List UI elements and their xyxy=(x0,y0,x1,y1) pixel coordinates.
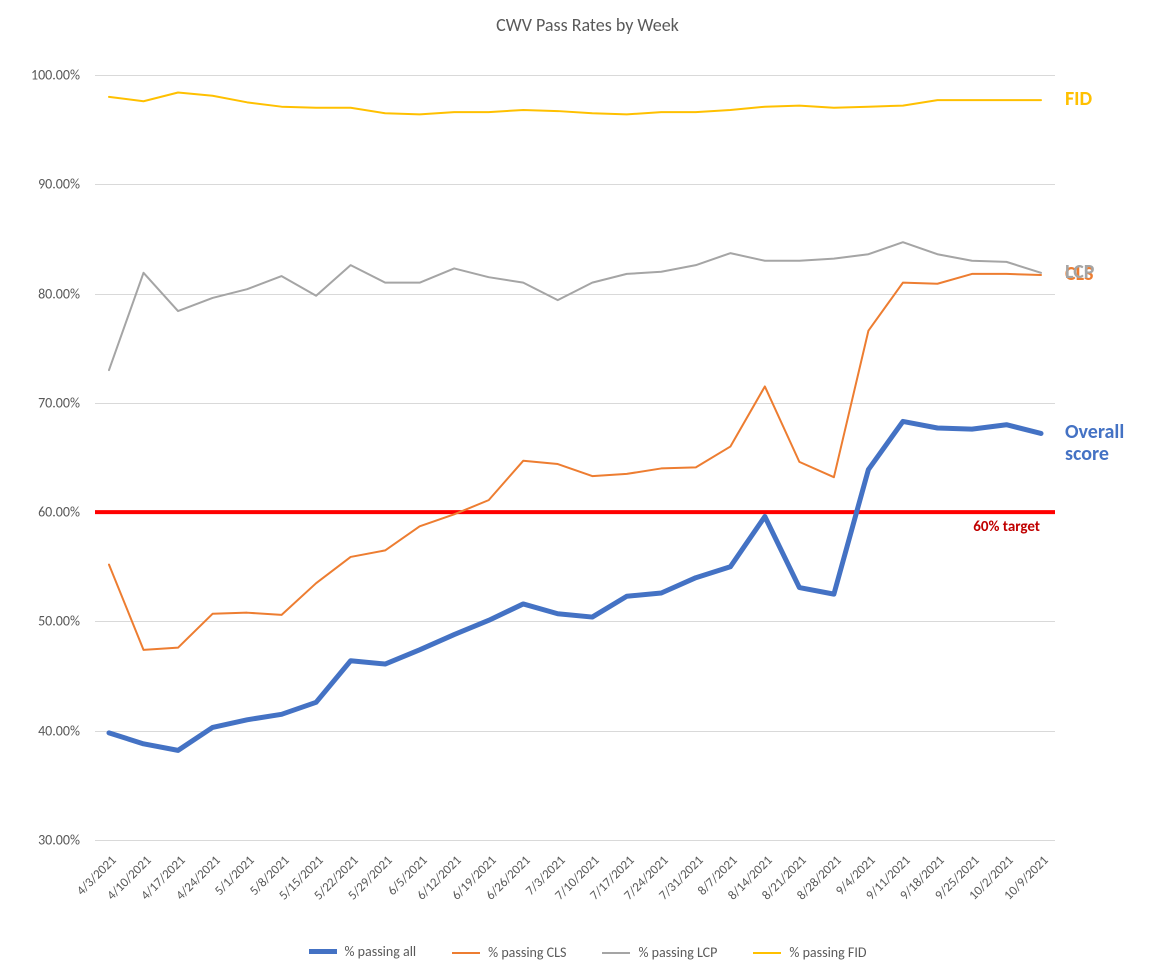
y-axis-tick-label: 40.00% xyxy=(38,722,80,739)
y-axis-tick-label: 50.00% xyxy=(38,613,80,630)
y-axis-tick-label: 90.00% xyxy=(38,176,80,193)
legend-label: % passing CLS xyxy=(488,944,566,961)
chart-container: CWV Pass Rates by Week 30.00% 40.00% 50.00… xyxy=(0,0,1175,969)
y-axis-tick-label: 30.00% xyxy=(38,832,80,849)
series-line-passing_cls xyxy=(109,274,1041,650)
legend: % passing all % passing CLS % passing LCP%… xyxy=(0,941,1175,962)
legend-swatch xyxy=(602,952,630,954)
y-axis-labels: 30.00%40.00%50.00%60.00%70.00%80.00%90.0… xyxy=(0,75,90,840)
y-axis-tick-label: 100.00% xyxy=(31,67,80,84)
series-line-passing_lcp xyxy=(109,242,1041,370)
series-end-label-passing_fid: FID xyxy=(1065,88,1092,110)
lines-svg xyxy=(95,75,1055,840)
x-axis-labels: 4/3/20214/10/20214/17/20214/24/20215/1/2… xyxy=(95,845,1055,905)
series-end-label-passing_all: Overall score xyxy=(1065,421,1124,465)
legend-item-passing_cls: % passing CLS xyxy=(452,944,566,961)
series-line-passing_fid xyxy=(109,92,1041,114)
legend-item-passing_all: % passing all xyxy=(309,943,417,960)
chart-title: CWV Pass Rates by Week xyxy=(0,0,1175,36)
legend-swatch xyxy=(753,952,781,954)
plot-area: Overall scoreCLSLCPFID 60% target xyxy=(95,75,1055,840)
legend-label: % passing all xyxy=(345,943,417,960)
y-axis-tick-label: 80.00% xyxy=(38,285,80,302)
gridline xyxy=(95,840,1055,841)
legend-swatch xyxy=(452,952,480,954)
legend-item-passing_lcp: % passing LCP xyxy=(602,944,717,961)
legend-label: % passing FID xyxy=(789,944,866,961)
legend-label: % passing LCP xyxy=(638,944,717,961)
target-line-label: 60% target xyxy=(973,518,1040,536)
y-axis-tick-label: 60.00% xyxy=(38,504,80,521)
y-axis-tick-label: 70.00% xyxy=(38,394,80,411)
legend-swatch xyxy=(309,949,337,954)
legend-item-passing_fid: % passing FID xyxy=(753,944,866,961)
series-end-label-passing_lcp: LCP xyxy=(1065,261,1094,283)
